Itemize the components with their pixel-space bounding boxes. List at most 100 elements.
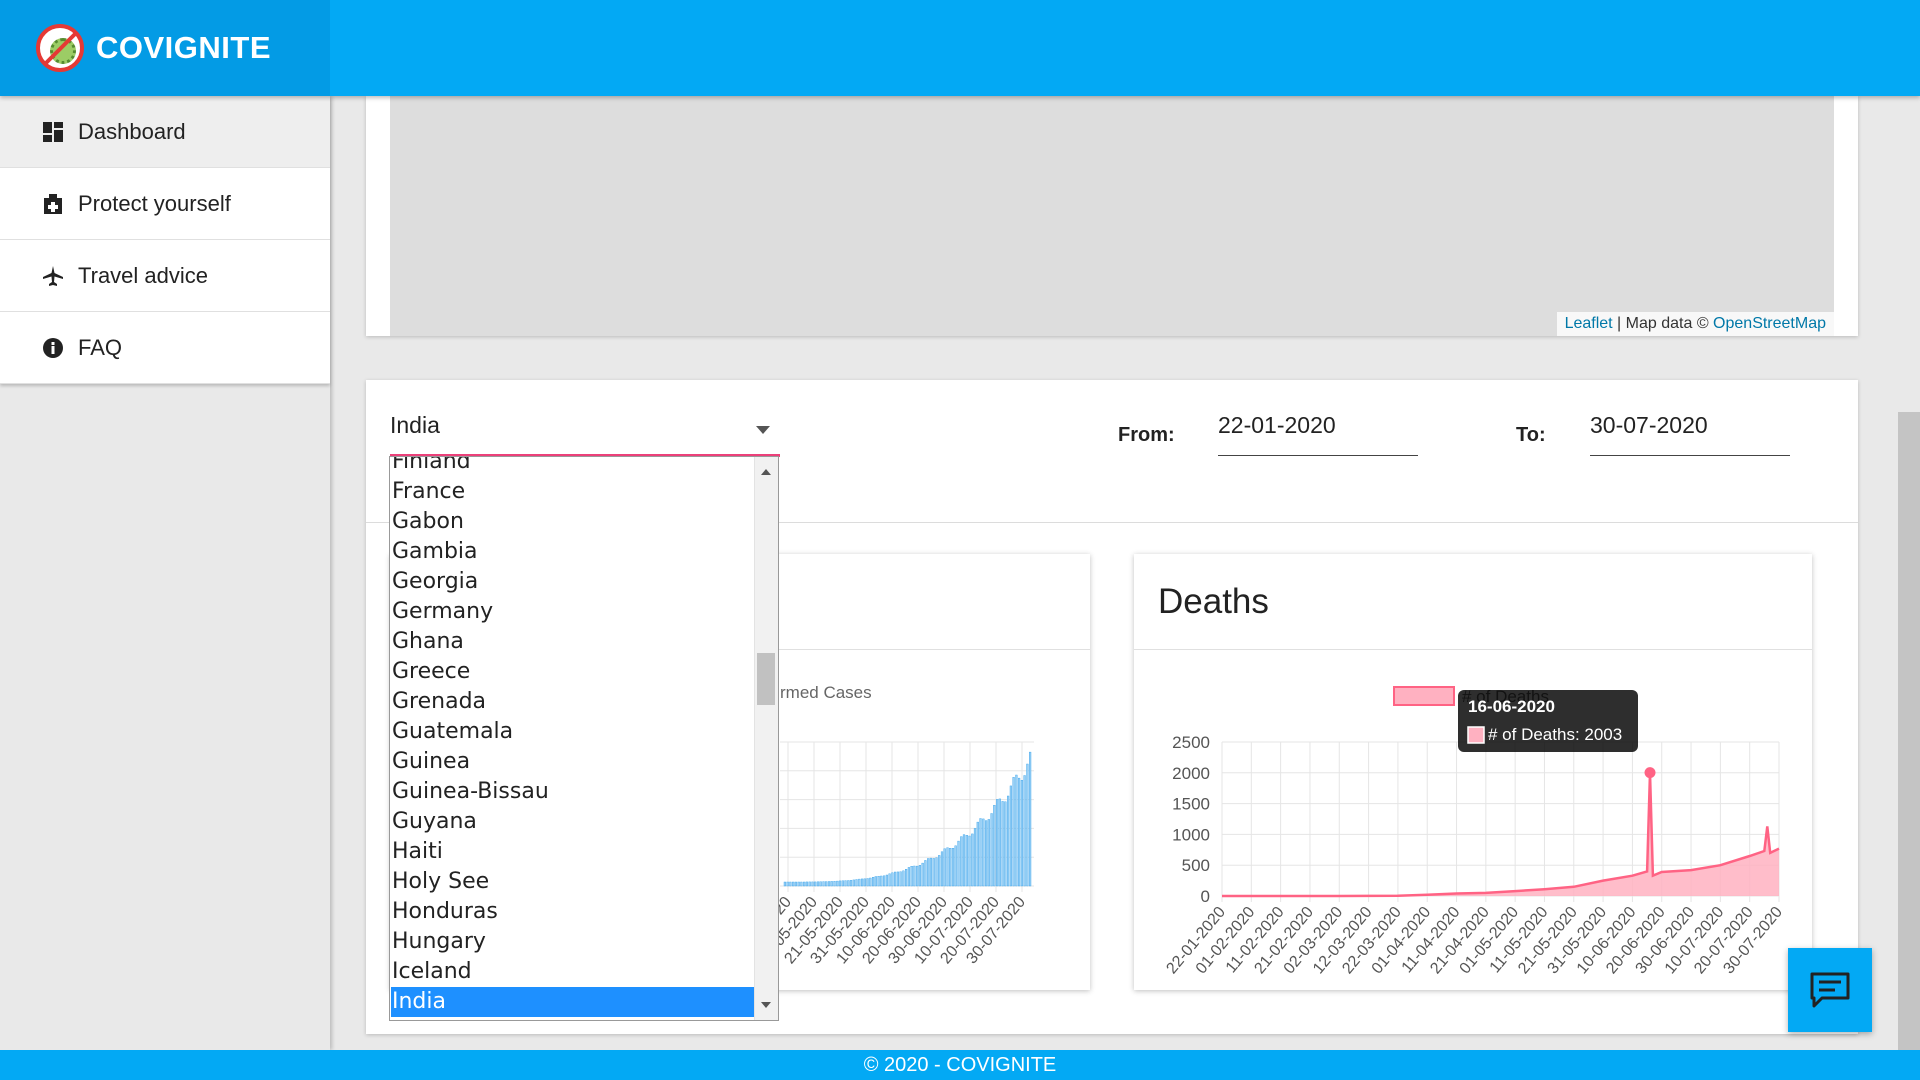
dropdown-option[interactable]: Guinea bbox=[392, 749, 471, 774]
deaths-x-axis: 22-01-202001-02-202011-02-202021-02-2020… bbox=[1163, 904, 1786, 978]
confirmed-bar bbox=[858, 878, 861, 887]
page-scrollbar-thumb[interactable] bbox=[1898, 412, 1920, 1050]
from-label: From: bbox=[1118, 424, 1175, 446]
sidebar-item-travel-advice[interactable]: Travel advice bbox=[0, 240, 330, 312]
y-tick-label: 2000 bbox=[1172, 764, 1210, 783]
confirmed-x-axis: 02011-05-202021-05-202031-05-202010-06-2… bbox=[756, 894, 1029, 968]
dropdown-option[interactable]: Honduras bbox=[392, 899, 498, 924]
dropdown-option[interactable]: Finland bbox=[392, 456, 471, 474]
scroll-down-icon[interactable] bbox=[761, 1002, 771, 1008]
dropdown-option[interactable]: Gambia bbox=[392, 539, 478, 564]
dropdown-scroll-thumb[interactable] bbox=[757, 653, 775, 705]
dropdown-scrollbar[interactable] bbox=[754, 457, 778, 1020]
confirmed-bar bbox=[971, 833, 974, 887]
confirmed-bar bbox=[918, 864, 921, 887]
virus-logo-icon bbox=[36, 24, 84, 72]
dropdown-option[interactable]: India bbox=[391, 987, 754, 1017]
chat-button[interactable] bbox=[1788, 948, 1872, 1032]
dropdown-option[interactable]: Haiti bbox=[392, 839, 443, 864]
confirmed-bar bbox=[816, 881, 820, 887]
confirmed-legend-label: rmed Cases bbox=[780, 683, 872, 702]
confirmed-bar bbox=[844, 880, 847, 887]
brand[interactable]: COVIGNITE bbox=[0, 0, 330, 96]
dropdown-option[interactable]: Greece bbox=[392, 659, 471, 684]
from-date-input[interactable]: 22-01-2020 bbox=[1218, 412, 1418, 456]
sidebar-item-dashboard[interactable]: Dashboard bbox=[0, 96, 330, 168]
protect-icon bbox=[42, 193, 64, 215]
leaflet-link[interactable]: Leaflet bbox=[1564, 315, 1613, 332]
country-dropdown-list[interactable]: Finland France Gabon Gambia Georgia Germany Gh… bbox=[389, 456, 779, 1021]
confirmed-bar bbox=[1001, 801, 1004, 887]
confirmed-bar bbox=[863, 878, 866, 887]
confirmed-bar bbox=[1018, 777, 1021, 887]
confirmed-bar bbox=[819, 881, 822, 887]
confirmed-bar bbox=[1023, 775, 1026, 887]
confirmed-bar bbox=[938, 855, 941, 887]
dropdown-option[interactable]: Georgia bbox=[392, 569, 479, 594]
confirmed-bar bbox=[849, 880, 853, 887]
confirmed-bar bbox=[838, 880, 842, 887]
confirmed-bar bbox=[973, 828, 977, 887]
dropdown-option[interactable]: Guatemala bbox=[392, 719, 514, 744]
confirmed-bar bbox=[896, 871, 899, 887]
confirmed-bar bbox=[786, 881, 789, 887]
confirmed-bar bbox=[836, 880, 839, 887]
to-label: To: bbox=[1516, 424, 1546, 446]
dropdown-option[interactable]: Germany bbox=[392, 599, 494, 624]
sidebar-item-faq[interactable]: FAQ bbox=[0, 312, 330, 384]
confirmed-bar bbox=[827, 881, 831, 887]
sidebar-item-protect-yourself[interactable]: Protect yourself bbox=[0, 168, 330, 240]
dropdown-option[interactable]: Iceland bbox=[392, 959, 472, 984]
confirmed-bar bbox=[1012, 777, 1015, 887]
confirmed-bar bbox=[957, 840, 960, 887]
dropdown-option[interactable]: Grenada bbox=[392, 689, 487, 714]
divider bbox=[366, 522, 1858, 523]
dropdown-option[interactable]: Ghana bbox=[392, 629, 464, 654]
y-tick-label: 1000 bbox=[1172, 825, 1210, 844]
world-map[interactable]: Leaflet | Map data © OpenStreetMap bbox=[390, 96, 1834, 336]
deaths-hover-point[interactable] bbox=[1644, 767, 1656, 779]
confirmed-bar bbox=[874, 876, 877, 887]
confirmed-bar bbox=[943, 848, 946, 887]
confirmed-bar bbox=[803, 881, 806, 887]
dropdown-option[interactable]: Gabon bbox=[392, 509, 464, 534]
confirmed-bar bbox=[797, 881, 800, 887]
confirmed-bar bbox=[935, 857, 938, 887]
confirmed-bar bbox=[841, 880, 844, 887]
dropdown-option[interactable]: Guyana bbox=[392, 809, 477, 834]
map-card: Leaflet | Map data © OpenStreetMap bbox=[366, 96, 1858, 336]
confirmed-bar bbox=[800, 881, 803, 887]
country-select[interactable]: India bbox=[390, 412, 780, 457]
tooltip-title: 16-06-2020 bbox=[1468, 697, 1555, 716]
confirmed-bar bbox=[822, 881, 825, 887]
confirmed-bar bbox=[852, 879, 855, 887]
confirmed-bar bbox=[833, 881, 836, 887]
confirmed-bar bbox=[924, 860, 927, 887]
deaths-grid bbox=[1221, 741, 1780, 902]
dropdown-option[interactable]: Holy See bbox=[392, 869, 490, 894]
confirmed-bar bbox=[883, 875, 886, 887]
confirmed-cases-chart[interactable]: rmed Cases 02011-05-202021-05-202031-05-… bbox=[390, 650, 1090, 990]
chart-header-divider bbox=[1134, 649, 1812, 650]
confirmed-bar bbox=[954, 845, 957, 887]
openstreetmap-link[interactable]: OpenStreetMap bbox=[1713, 315, 1826, 332]
to-date-input[interactable]: 30-07-2020 bbox=[1590, 412, 1790, 456]
country-select-value: India bbox=[390, 412, 440, 438]
confirmed-bar bbox=[921, 862, 924, 887]
confirmed-bar bbox=[929, 857, 932, 887]
dashboard-icon bbox=[42, 121, 64, 143]
dropdown-option[interactable]: Guinea-Bissau bbox=[392, 779, 549, 804]
confirmed-bar bbox=[792, 881, 795, 887]
scroll-up-icon[interactable] bbox=[761, 469, 771, 475]
dropdown-option[interactable]: Hungary bbox=[392, 929, 486, 954]
confirmed-bar bbox=[872, 876, 875, 887]
confirmed-bar bbox=[960, 836, 963, 887]
confirmed-bar bbox=[905, 868, 908, 887]
confirmed-bar bbox=[1009, 785, 1012, 887]
confirmed-bar bbox=[927, 858, 930, 887]
confirmed-bar bbox=[1029, 751, 1032, 887]
confirmed-bar bbox=[888, 873, 891, 887]
dropdown-option[interactable]: France bbox=[392, 479, 466, 504]
confirmed-bar bbox=[877, 875, 880, 887]
